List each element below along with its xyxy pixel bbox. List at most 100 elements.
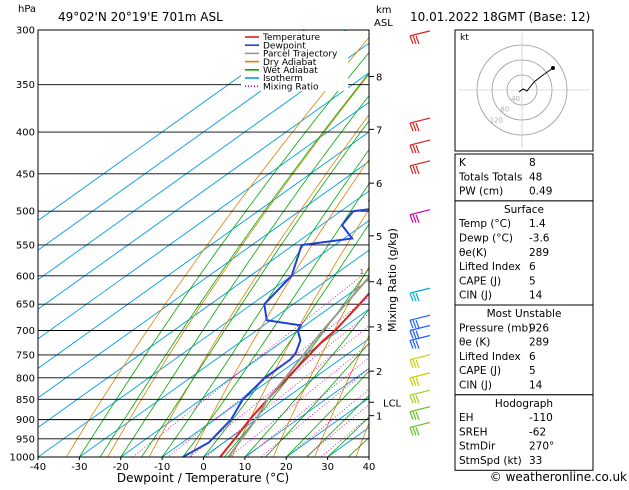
indices-row-value: 289 <box>529 247 549 259</box>
indices-row-label: StmSpd (kt) <box>459 455 522 467</box>
wind-barb-flag <box>416 320 419 328</box>
wind-barb-flag <box>413 331 416 339</box>
pressure-tick-label: 750 <box>16 351 35 362</box>
datetime-label: 10.01.2022 18GMT (Base: 12) <box>410 10 590 24</box>
wind-barb-flag <box>410 395 413 403</box>
wind-barb-flag <box>413 412 416 420</box>
wind-barb-staff <box>410 390 430 395</box>
pressure-tick-label: 700 <box>16 326 35 337</box>
wind-barb-flag <box>416 215 419 223</box>
wind-barb-flag <box>413 293 416 301</box>
index-label: PW (cm) <box>459 186 503 198</box>
wind-barb-flag <box>413 427 416 435</box>
indices-row-label: StmDir <box>459 441 496 453</box>
wind-barb-flag <box>410 166 413 174</box>
indices-section-title: Hodograph <box>495 398 553 410</box>
temperature-tick-label: -40 <box>30 462 46 473</box>
wind-barb-staff <box>410 373 430 378</box>
wind-barb-flag <box>410 36 413 44</box>
indices-row-label: EH <box>459 412 474 424</box>
wind-barb-flag <box>416 331 419 339</box>
dry-adiabat-line <box>604 30 629 457</box>
pressure-tick-label: 350 <box>16 80 35 91</box>
wind-barb-staff <box>410 118 430 123</box>
indices-row-value: 1.4 <box>529 218 546 230</box>
pressure-tick-label: 500 <box>16 207 35 218</box>
indices-row-value: 14 <box>529 380 543 392</box>
wind-barb-flag <box>416 395 419 403</box>
index-value: 0.49 <box>529 186 552 198</box>
wind-barb-flag <box>410 340 413 348</box>
indices-row-label: θe (K) <box>459 337 490 349</box>
wind-barb-staff <box>410 161 430 166</box>
indices-section-title: Surface <box>504 204 544 216</box>
wind-barb-flag <box>410 427 413 435</box>
indices-row-value: -3.6 <box>529 233 550 245</box>
wind-barb-flag <box>413 145 416 153</box>
pressure-tick-label: 550 <box>16 241 35 252</box>
indices-row-label: Temp (°C) <box>458 218 511 230</box>
wind-barb-flag <box>416 145 419 153</box>
wind-barb-staff <box>410 422 430 427</box>
wind-barb-flag <box>416 412 419 420</box>
pressure-tick-label: 950 <box>16 434 35 445</box>
wind-barb-flag <box>410 331 413 339</box>
wind-barb-flag <box>416 427 419 435</box>
indices-row-label: CAPE (J) <box>459 275 501 287</box>
temperature-tick-label: 40 <box>363 462 376 473</box>
y-axis-unit: hPa <box>18 4 36 15</box>
height-axis-unit-asl: ASL <box>374 18 393 29</box>
indices-row-label: SREH <box>459 426 488 438</box>
height-tick-label: 4 <box>376 278 382 289</box>
indices-row-value: 926 <box>529 322 549 334</box>
indices-row-value: 6 <box>529 261 536 273</box>
pressure-tick-label: 900 <box>16 415 35 426</box>
wind-barb-flag <box>410 412 413 420</box>
hodograph-frame <box>455 30 593 151</box>
indices-row-label: θe(K) <box>459 247 487 259</box>
mixing-ratio-tick-label: 4 <box>429 268 434 276</box>
hodograph-ring-label: 80 <box>500 106 509 114</box>
wind-barb-flag <box>410 320 413 328</box>
legend-label: Mixing Ratio <box>263 82 319 92</box>
indices-section-title: Most Unstable <box>487 308 562 320</box>
wind-barb-flag <box>416 340 419 348</box>
index-value: 8 <box>529 157 536 169</box>
credit-label: © weatheronline.co.uk <box>490 470 627 484</box>
mixing-ratio-tick-label: 3 <box>414 268 418 276</box>
height-tick-label: 6 <box>376 179 382 190</box>
wind-barb-staff <box>410 31 430 36</box>
wind-barb-flag <box>416 293 419 301</box>
wind-barb-flag <box>416 378 419 386</box>
height-tick-label: 8 <box>376 73 382 84</box>
wind-barb-flag <box>410 360 413 368</box>
wind-barb-flag <box>410 123 413 131</box>
wind-barb-flag <box>416 36 419 44</box>
indices-row-value: 289 <box>529 337 549 349</box>
indices-row-label: Dewp (°C) <box>459 233 513 245</box>
indices-row-label: Lifted Index <box>459 351 521 363</box>
lcl-label: LCL <box>383 398 402 409</box>
indices-row-value: 6 <box>529 351 536 363</box>
wind-barb-flag <box>413 360 416 368</box>
wind-barb-flag <box>410 293 413 301</box>
indices-row-label: Lifted Index <box>459 261 521 273</box>
temperature-tick-label: -30 <box>71 462 87 473</box>
hodograph-end-marker <box>551 66 555 70</box>
wind-barb-flag <box>416 123 419 131</box>
pressure-tick-label: 400 <box>16 128 35 139</box>
wind-barb-flag <box>413 36 416 44</box>
hodograph-ring-label: 40 <box>511 95 520 103</box>
height-tick-label: 7 <box>376 125 382 136</box>
wind-barb-flag <box>413 123 416 131</box>
x-axis-label: Dewpoint / Temperature (°C) <box>117 471 289 485</box>
wind-barb-flag <box>413 166 416 174</box>
indices-row-value: -110 <box>529 412 553 424</box>
height-tick-label: 5 <box>376 232 382 243</box>
wind-barb-flag <box>410 145 413 153</box>
indices-row-value: -62 <box>529 426 546 438</box>
indices-row-label: CIN (J) <box>459 290 492 302</box>
wind-barb-staff <box>410 315 430 320</box>
indices-row-value: 270° <box>529 441 554 453</box>
